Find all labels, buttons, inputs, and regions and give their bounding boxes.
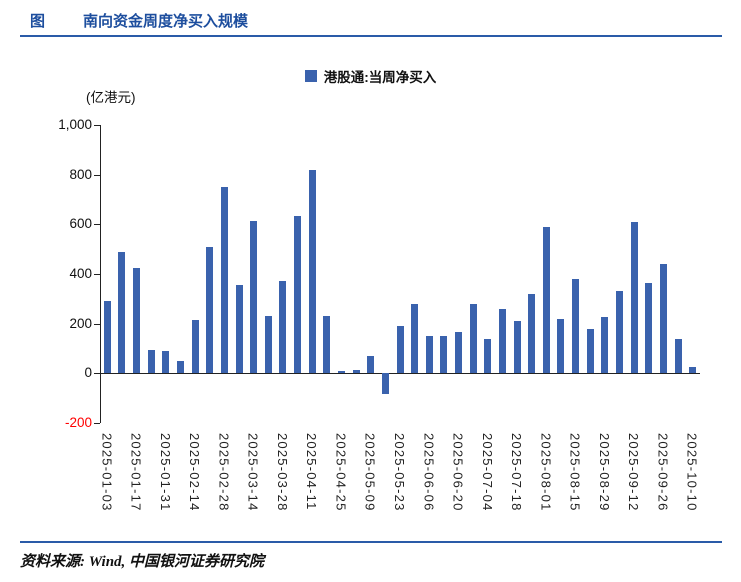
y-axis-label-600: 600 (69, 216, 92, 232)
x-axis-label-2025-06-06: 2025-06-06 (421, 433, 437, 512)
bar-2025-05-02 (352, 369, 360, 374)
bar-2025-02-21 (206, 246, 214, 374)
bar-2025-05-16 (381, 373, 389, 395)
x-axis-label-2025-09-12: 2025-09-12 (626, 433, 642, 512)
x-axis-labels: 2025-01-03 2025-01-17 2025-01-31 2025-02-14… (99, 433, 700, 538)
bar-2025-01-17 (133, 267, 141, 374)
y-axis-label--200: -200 (64, 415, 92, 430)
x-axis-label-2025-01-03: 2025-01-03 (99, 433, 115, 512)
y-axis-tick (94, 174, 100, 176)
y-axis-tick (94, 224, 100, 226)
y-axis-tick (94, 125, 100, 126)
bar-2025-04-18 (323, 316, 331, 374)
y-axis-labels: 1,000 800 600 400 200 0 -200 (26, 117, 92, 430)
bar-2025-01-10 (118, 251, 126, 374)
y-axis-unit-label: (亿港元) (86, 90, 136, 105)
x-axis-label-2025-08-01: 2025-08-01 (538, 433, 554, 512)
x-axis-label-2025-05-23: 2025-05-23 (392, 433, 407, 512)
x-axis-label-2025-02-14: 2025-02-14 (187, 433, 203, 512)
bar-2025-02-14 (191, 319, 199, 374)
bar-2025-06-20 (455, 332, 463, 374)
bar-2025-06-06 (425, 336, 433, 374)
x-axis-label-2025-08-29: 2025-08-29 (596, 433, 612, 512)
footer-divider (20, 541, 722, 543)
legend-label: 港股通:当周净买入 (323, 70, 437, 85)
bar-2025-09-05 (616, 291, 623, 374)
x-axis-label-2025-06-20: 2025-06-20 (450, 433, 466, 512)
y-axis-label-0: 0 (84, 365, 92, 381)
x-axis-label-2025-04-11: 2025-04-11 (304, 433, 320, 511)
x-axis-label-2025-01-31: 2025-01-31 (157, 433, 173, 512)
y-axis-tick (94, 323, 100, 325)
x-axis-label-2025-03-14: 2025-03-14 (245, 433, 261, 512)
y-axis-label-800: 800 (69, 166, 92, 182)
bar-2025-07-18 (513, 321, 521, 374)
bar-2025-02-28 (220, 187, 228, 374)
bar-2025-06-13 (440, 336, 448, 374)
x-axis-label-2025-08-15: 2025-08-15 (567, 433, 583, 512)
bar-2025-06-27 (469, 303, 477, 374)
y-axis-label-200: 200 (69, 315, 92, 331)
bar-2025-08-08 (557, 318, 565, 374)
bar-2025-07-11 (498, 308, 506, 374)
chart-legend: 港股通:当周净买入 (0, 66, 741, 86)
legend-swatch (304, 70, 317, 82)
bar-2025-03-14 (250, 220, 258, 374)
bar-2025-10-10 (689, 367, 697, 374)
y-axis-tick (94, 423, 100, 424)
x-axis-label-2025-07-04: 2025-07-04 (479, 433, 495, 512)
bar-2025-09-19 (645, 282, 653, 374)
plot-area (94, 125, 700, 424)
bar-2025-01-24 (147, 349, 155, 374)
bar-2025-04-11 (308, 169, 316, 374)
y-axis-label-1,000: 1,000 (58, 117, 92, 132)
figure-label: 图 (30, 13, 46, 30)
bar-2025-03-28 (279, 281, 287, 374)
y-axis-tick (94, 274, 100, 275)
x-axis-label-2025-09-26: 2025-09-26 (655, 433, 671, 512)
bar-2025-08-29 (601, 317, 609, 374)
bar-2025-03-07 (235, 285, 243, 374)
bar-2025-05-23 (396, 326, 404, 374)
bar-2025-04-04 (294, 215, 302, 374)
x-axis-label-2025-03-28: 2025-03-28 (274, 433, 290, 512)
x-axis-label-2025-01-17: 2025-01-17 (128, 433, 144, 512)
y-axis-tick (94, 373, 100, 375)
x-axis-label-2025-02-28: 2025-02-28 (216, 433, 232, 512)
bar-2025-07-25 (528, 293, 536, 374)
title-divider (20, 35, 722, 37)
x-axis-label-2025-07-18: 2025-07-18 (509, 433, 525, 512)
page-title: 南向资金周度净买入规模 (83, 13, 249, 30)
x-axis-label-2025-05-09: 2025-05-09 (362, 433, 378, 512)
bar-2025-07-04 (484, 338, 492, 374)
bar-2025-08-15 (572, 278, 580, 374)
bar-2025-02-07 (176, 360, 184, 374)
bar-2025-10-03 (674, 338, 682, 374)
figure-header: 图 南向资金周度净买入规模 (30, 10, 248, 31)
bar-2025-08-01 (542, 226, 550, 374)
bar-2025-05-30 (411, 303, 419, 374)
bar-2025-01-03 (103, 301, 111, 374)
x-axis-label-2025-04-25: 2025-04-25 (333, 433, 349, 512)
x-axis-zero-line (100, 373, 700, 375)
x-axis-label-2025-10-10: 2025-10-10 (684, 433, 700, 512)
bar-2025-03-21 (264, 316, 272, 374)
bar-2025-01-31 (162, 350, 170, 374)
bar-2025-04-25 (337, 370, 345, 374)
y-axis-line (100, 125, 101, 423)
bar-2025-09-12 (630, 221, 638, 374)
bar-2025-09-26 (659, 264, 667, 374)
bar-2025-05-09 (367, 355, 375, 374)
y-axis-label-400: 400 (69, 266, 92, 281)
bar-2025-08-22 (586, 328, 594, 374)
source-note: 资料来源: Wind, 中国银河证券研究院 (20, 554, 265, 570)
